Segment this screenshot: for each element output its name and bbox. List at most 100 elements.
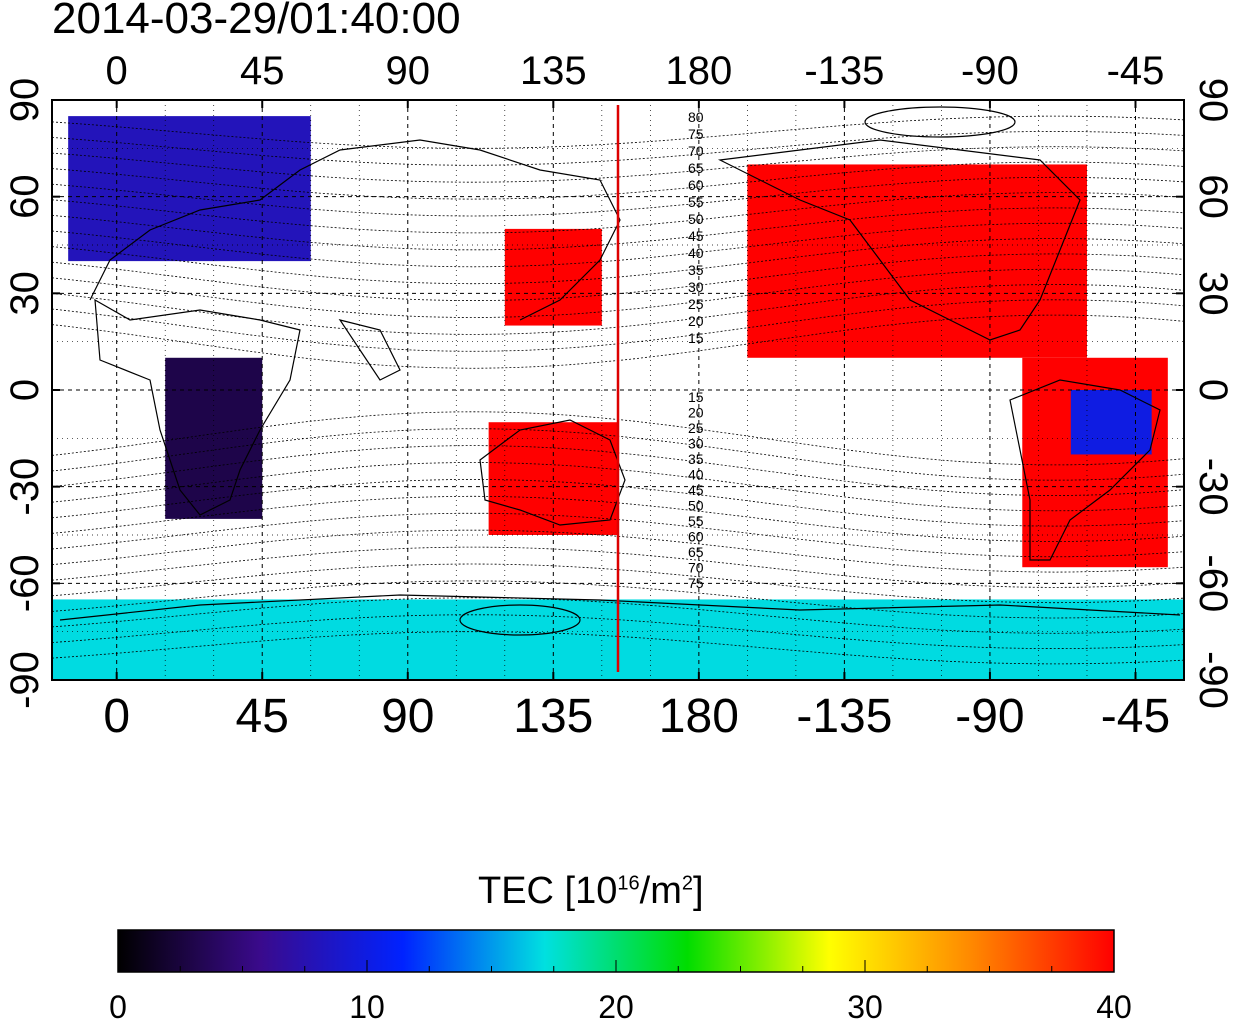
contour-label-north: 70 xyxy=(688,143,704,159)
colorbar-title-exponent: 16 xyxy=(617,872,640,895)
coastline-india xyxy=(338,319,401,381)
left-latitude-labels: 90 60 30 0 -30 -60 -90 xyxy=(3,78,47,709)
right-lat-label: -90 xyxy=(1191,651,1235,709)
contour-line xyxy=(52,563,1184,604)
bottom-lon-label: 180 xyxy=(659,690,739,743)
colorbar-tick-label: 0 xyxy=(109,989,127,1021)
right-lat-label: -60 xyxy=(1191,554,1235,612)
colorbar: 0 10 20 30 40 xyxy=(109,929,1132,1021)
contour-line xyxy=(52,580,1184,619)
contour-line xyxy=(52,614,1184,650)
right-lat-label: 0 xyxy=(1191,379,1235,401)
contour-line xyxy=(52,161,1184,200)
left-lat-label: -90 xyxy=(3,651,47,709)
top-longitude-labels: 0 45 90 135 180 -135 -90 -45 xyxy=(106,49,1165,93)
contour-line xyxy=(52,529,1184,573)
colorbar-tick-label: 40 xyxy=(1096,989,1132,1021)
tec-region-5 xyxy=(1022,357,1168,568)
bottom-lon-label: -90 xyxy=(955,690,1024,743)
contour-line xyxy=(52,192,1184,234)
colorbar-tick-label: 10 xyxy=(349,989,385,1021)
contour-label-south: 60 xyxy=(688,529,704,545)
contour-label-north: 55 xyxy=(688,194,704,210)
map-title: 2014-03-29/01:40:00 xyxy=(52,0,461,43)
coastline-africa xyxy=(94,298,301,516)
contour-label-north: 45 xyxy=(688,228,704,244)
contour-south-pole xyxy=(459,604,581,636)
contour-label-north: 40 xyxy=(688,245,704,261)
contour-label-north: 60 xyxy=(688,177,704,193)
right-lat-label: 60 xyxy=(1191,174,1235,219)
bottom-lon-label: 0 xyxy=(103,690,130,743)
colorbar-tick-label: 20 xyxy=(598,989,634,1021)
bottom-lon-label: -135 xyxy=(796,690,892,743)
contour-label-north: 15 xyxy=(688,330,704,346)
right-latitude-labels: 90 60 30 0 -30 -60 -90 xyxy=(1191,78,1235,709)
bottom-lon-label: 45 xyxy=(236,690,289,743)
contour-label-north: 35 xyxy=(688,262,704,278)
contour-label-south: 40 xyxy=(688,467,704,483)
bottom-lon-label: 135 xyxy=(513,690,593,743)
contour-label-north: 65 xyxy=(688,160,704,176)
bottom-lon-label: 90 xyxy=(381,690,434,743)
colorbar-bar xyxy=(117,929,1115,973)
colorbar-title-unit-exponent: 2 xyxy=(681,872,693,895)
contour-label-north: 25 xyxy=(688,296,704,312)
top-lon-label: 45 xyxy=(240,49,285,93)
tec-region-6 xyxy=(1070,390,1152,455)
contour-line xyxy=(52,546,1184,588)
colorbar-tick-labels: 0 10 20 30 40 xyxy=(109,989,1132,1021)
contour-labels: 8075706560555045403530252015152025303540… xyxy=(688,109,704,591)
contour-label-north: 80 xyxy=(688,109,704,125)
plot-area: 8075706560555045403530252015152025303540… xyxy=(3,49,1235,743)
right-lat-label: 90 xyxy=(1191,78,1235,123)
left-lat-label: 60 xyxy=(3,174,47,219)
top-lon-label: 0 xyxy=(106,49,128,93)
right-lat-label: 30 xyxy=(1191,271,1235,316)
top-lon-label: 135 xyxy=(520,49,587,93)
contour-label-north: 20 xyxy=(688,313,704,329)
contour-line xyxy=(52,222,1184,268)
contour-line xyxy=(52,146,1184,183)
left-lat-label: 0 xyxy=(3,379,47,401)
contour-label-south: 35 xyxy=(688,451,704,467)
contour-line xyxy=(52,597,1184,634)
contour-label-south: 65 xyxy=(688,544,704,560)
contour-label-north: 50 xyxy=(688,211,704,227)
colorbar-title-prefix: TEC [10 xyxy=(478,870,618,912)
contour-line xyxy=(52,512,1184,558)
left-lat-label: -60 xyxy=(3,554,47,612)
colorbar-title: TEC [1016/m2] xyxy=(478,870,704,913)
contour-label-north: 75 xyxy=(688,126,704,142)
coastline-europe xyxy=(89,139,621,321)
contour-label-south: 70 xyxy=(688,560,704,576)
contour-label-south: 75 xyxy=(688,575,704,591)
top-lon-label: -45 xyxy=(1107,49,1165,93)
left-lat-label: 30 xyxy=(3,271,47,316)
contour-line xyxy=(52,115,1184,149)
left-lat-label: 90 xyxy=(3,78,47,123)
top-lon-label: -135 xyxy=(804,49,884,93)
colorbar-tick-label: 30 xyxy=(847,989,883,1021)
contour-label-south: 55 xyxy=(688,513,704,529)
bottom-lon-label: -45 xyxy=(1101,690,1170,743)
contour-north-pole xyxy=(864,106,1016,138)
colorbar-minor-ticks xyxy=(117,960,1115,972)
contour-line xyxy=(52,631,1184,665)
contour-line xyxy=(52,207,1184,251)
top-lon-label: 90 xyxy=(386,49,431,93)
coastline-south-america xyxy=(1009,379,1161,561)
coastline-antarctica xyxy=(59,594,1181,621)
contour-label-south: 30 xyxy=(688,436,704,452)
colorbar-title-unit: /m xyxy=(639,870,682,912)
contour-label-south: 15 xyxy=(688,389,704,405)
contour-label-south: 50 xyxy=(688,498,704,514)
contour-label-south: 45 xyxy=(688,482,704,498)
left-lat-label: -30 xyxy=(3,458,47,516)
contour-label-south: 20 xyxy=(688,405,704,421)
top-lon-label: -90 xyxy=(961,49,1019,93)
colorbar-title-suffix: ] xyxy=(692,870,704,912)
bottom-longitude-labels: 0 45 90 135 180 -135 -90 -45 xyxy=(103,690,1170,743)
